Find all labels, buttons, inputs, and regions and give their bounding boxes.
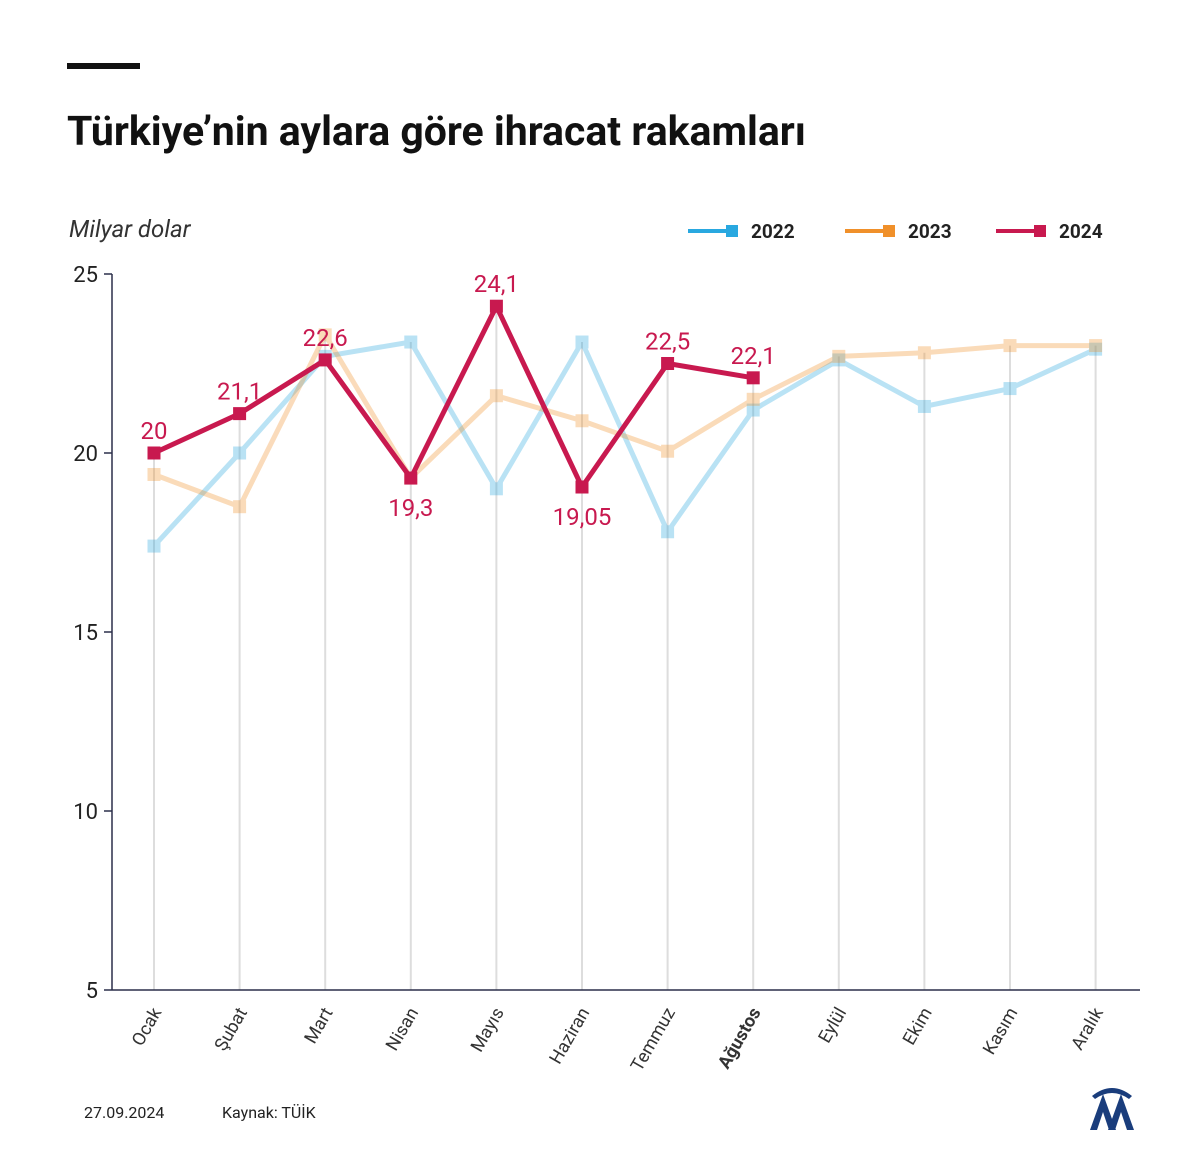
- y-tick-label: 20: [73, 442, 98, 467]
- point: [233, 407, 247, 421]
- point: [233, 500, 247, 514]
- x-tick-label: Haziran: [545, 1004, 594, 1068]
- title-bar: [67, 63, 140, 69]
- x-tick-label: Kasım: [979, 1004, 1022, 1058]
- legend-marker: [1034, 225, 1046, 237]
- x-tick-label: Ağustos: [714, 1004, 766, 1072]
- point: [489, 482, 503, 496]
- series-line: [152, 303, 754, 490]
- legend-marker: [883, 225, 895, 237]
- series: [147, 328, 1103, 514]
- series: [147, 299, 760, 494]
- point: [147, 539, 161, 553]
- point: [489, 299, 503, 313]
- legend-label: 2022: [751, 220, 795, 243]
- point: [1089, 342, 1103, 356]
- value-label: 20: [141, 417, 168, 445]
- point: [832, 353, 846, 367]
- x-tick-label: Mayıs: [467, 1004, 509, 1056]
- point: [917, 346, 931, 360]
- y-axis-label: Milyar dolar: [69, 215, 192, 243]
- point: [147, 446, 161, 460]
- value-label: 24,1: [474, 270, 519, 298]
- point: [318, 353, 332, 367]
- point: [575, 480, 589, 494]
- x-tick-label: Nisan: [382, 1004, 423, 1055]
- point: [147, 467, 161, 481]
- point: [1003, 382, 1017, 396]
- x-tick-label: Şubat: [211, 1004, 252, 1055]
- point: [404, 335, 418, 349]
- value-label: 19,05: [553, 503, 612, 531]
- point: [917, 399, 931, 413]
- x-tick-label: Temmuz: [627, 1004, 680, 1075]
- y-tick-label: 10: [73, 800, 98, 825]
- point: [575, 414, 589, 428]
- value-label: 19,3: [388, 494, 433, 522]
- legend-marker: [726, 225, 738, 237]
- point: [318, 328, 332, 342]
- x-tick-label: Ekim: [899, 1004, 937, 1049]
- point: [661, 525, 675, 539]
- chart-title: Türkiye’nin aylara göre ihracat rakamlar…: [67, 108, 806, 156]
- point: [661, 357, 675, 370]
- point: [575, 335, 589, 349]
- point: [746, 371, 760, 385]
- series: [147, 335, 1103, 553]
- y-tick-label: 15: [73, 621, 98, 646]
- value-label: 21,1: [217, 378, 262, 406]
- point: [832, 349, 846, 363]
- y-tick-label: 25: [73, 263, 98, 288]
- y-tick-label: 5: [86, 979, 98, 1004]
- date: 27.09.2024: [84, 1103, 164, 1122]
- legend-label: 2024: [1059, 220, 1103, 243]
- x-tick-label: Eylül: [814, 1004, 851, 1047]
- point: [233, 446, 247, 460]
- logo: [1090, 1088, 1134, 1130]
- point: [746, 403, 760, 417]
- value-label: 22,6: [303, 324, 348, 352]
- x-tick-label: Mart: [300, 1004, 337, 1047]
- source: Kaynak: TÜİK: [222, 1103, 317, 1122]
- point: [1003, 339, 1017, 353]
- legend-label: 2023: [908, 220, 952, 243]
- point: [746, 392, 760, 406]
- value-label: 22,5: [645, 328, 690, 356]
- x-tick-label: Ocak: [128, 1003, 167, 1050]
- x-tick-label: Aralık: [1067, 1003, 1108, 1053]
- series-line: [152, 339, 1097, 548]
- series-line: [153, 332, 1096, 510]
- value-label: 22,1: [731, 342, 776, 370]
- point: [404, 471, 418, 485]
- point: [1089, 339, 1103, 353]
- point: [661, 444, 675, 458]
- point: [489, 389, 503, 403]
